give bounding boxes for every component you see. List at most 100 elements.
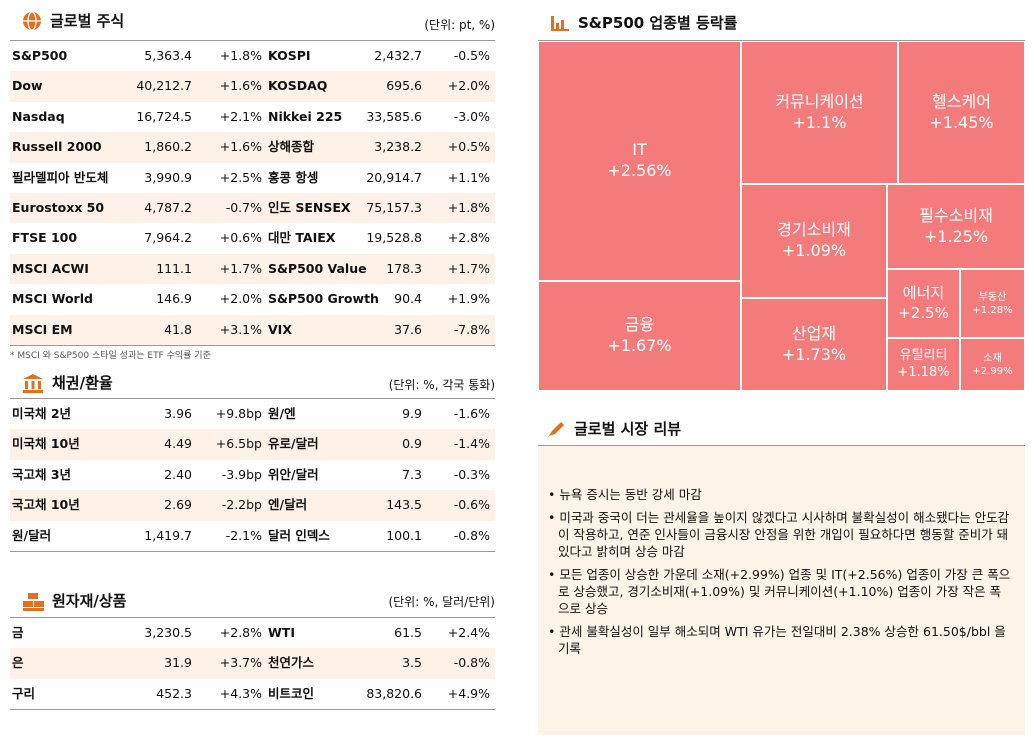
table-cell: -0.3% bbox=[453, 466, 490, 482]
sector-value: +1.67% bbox=[607, 336, 672, 355]
table-cell: +6.5bp bbox=[215, 436, 262, 452]
treemap-cell: 헬스케어 +1.45% bbox=[898, 41, 1025, 184]
table-row: Russell 2000 1,860.2 +1.6% 상해종합 3,238.2 +0.5% bbox=[10, 132, 495, 163]
table-cell: 원/달러 bbox=[12, 527, 52, 543]
table-cell: 천연가스 bbox=[268, 655, 315, 671]
table-cell: 143.5 bbox=[386, 497, 422, 513]
commodity-table: 금 3,230.5 +2.8% WTI 61.5 +2.4% 은 31.9 +3.7% 천연가스 3… bbox=[10, 617, 495, 711]
table-cell: 37.6 bbox=[394, 321, 422, 337]
table-cell: -3.9bp bbox=[221, 466, 262, 482]
table-cell: +4.9% bbox=[447, 685, 490, 701]
table-cell: 31.9 bbox=[164, 655, 192, 671]
table-cell: -2.2bp bbox=[221, 497, 262, 513]
table-cell: 40,212.7 bbox=[136, 78, 192, 94]
table-row: S&P500 5,363.4 +1.8% KOSPI 2,432.7 -0.5% bbox=[10, 41, 495, 71]
table-cell: 필라델피아 반도체 bbox=[12, 169, 109, 185]
unit-label: (단위: %, 각국 통화) bbox=[388, 378, 495, 392]
treemap-cell: IT +2.56% bbox=[538, 41, 741, 281]
table-cell: 2.69 bbox=[164, 497, 192, 513]
table-cell: 2.40 bbox=[164, 466, 192, 482]
review-item: • 뉴욕 증시는 동반 강세 마감 bbox=[548, 487, 702, 502]
table-cell: 0.9 bbox=[402, 436, 422, 452]
table-cell: +1.7% bbox=[447, 260, 490, 276]
bar-icon bbox=[551, 15, 569, 31]
table-cell: 국고채 3년 bbox=[12, 466, 72, 482]
review-item: • 모든 업종이 상승한 가운데 소재(+2.99%) 업종 및 IT(+2.5… bbox=[548, 567, 1011, 616]
review-item: • 미국과 중국이 더는 관세율을 높이지 않겠다고 시사하며 불확실성이 해소… bbox=[548, 510, 1010, 559]
table-cell: -2.1% bbox=[225, 527, 262, 543]
table-cell: +0.5% bbox=[447, 139, 490, 155]
table-cell: 4.49 bbox=[164, 436, 192, 452]
table-cell: -0.8% bbox=[453, 655, 490, 671]
table-cell: 상해종합 bbox=[268, 139, 315, 155]
section-title: 글로벌 시장 리뷰 bbox=[574, 420, 682, 438]
table-cell: 111.1 bbox=[156, 260, 192, 276]
table-cell: Nasdaq bbox=[12, 108, 65, 124]
table-cell: +1.8% bbox=[447, 199, 490, 215]
table-cell: MSCI World bbox=[12, 291, 93, 307]
table-cell: 비트코인 bbox=[268, 685, 315, 701]
table-cell: 61.5 bbox=[394, 625, 422, 640]
table-row: Eurostoxx 50 4,787.2 -0.7% 인도 SENSEX 75,157.… bbox=[10, 192, 495, 224]
unit-label: (단위: %, 달러/단위) bbox=[388, 595, 495, 609]
table-row: 미국채 2년 3.96 +9.8bp 원/엔 9.9 -1.6% bbox=[10, 399, 495, 429]
table-cell: -1.4% bbox=[453, 436, 490, 452]
table-row: 금 3,230.5 +2.8% WTI 61.5 +2.4% bbox=[10, 618, 495, 648]
table-cell: +3.1% bbox=[219, 321, 262, 337]
table-cell: 인도 SENSEX bbox=[268, 199, 351, 215]
table-row: 국고채 10년 2.69 -2.2bp 엔/달러 143.5 -0.6% bbox=[10, 490, 495, 521]
table-cell: 원/엔 bbox=[268, 406, 296, 421]
table-cell: +1.1% bbox=[447, 169, 490, 185]
treemap-cell: 금융 +1.67% bbox=[538, 281, 741, 391]
table-cell: Nikkei 225 bbox=[268, 108, 343, 124]
table-cell: -3.0% bbox=[453, 108, 490, 124]
table-cell: 4,787.2 bbox=[144, 199, 192, 215]
unit-label: (단위: pt, %) bbox=[424, 18, 495, 32]
sector-value: +1.18% bbox=[897, 364, 950, 380]
table-cell: 41.8 bbox=[164, 321, 192, 337]
table-cell: -7.8% bbox=[453, 321, 490, 337]
sector-value: +2.99% bbox=[972, 365, 1013, 377]
table-cell: 엔/달러 bbox=[268, 497, 308, 513]
treemap: IT +2.56% 금융 +1.67% 커뮤니케이션 +1.1% 헬스케어 +1.45% 경기소… bbox=[538, 40, 1025, 391]
table-cell: S&P500 Value bbox=[268, 260, 367, 276]
section-header: S&P500 업종별 등락률 bbox=[550, 12, 737, 33]
table-cell: +2.1% bbox=[219, 108, 262, 124]
table-cell: 83,820.6 bbox=[366, 685, 422, 701]
table-cell: 452.3 bbox=[156, 685, 192, 701]
table-cell: 19,528.8 bbox=[366, 230, 422, 246]
table-cell: 20,914.7 bbox=[366, 169, 422, 185]
table-cell: 은 bbox=[12, 655, 24, 671]
section-title: 채권/환율 bbox=[52, 374, 113, 392]
sector-value: +1.09% bbox=[781, 241, 847, 260]
section-header: 채권/환율 bbox=[22, 372, 113, 393]
table-cell: 홍콩 항셍 bbox=[268, 169, 319, 185]
section-header: 글로벌 시장 리뷰 bbox=[546, 418, 681, 439]
table-row: 국고채 3년 2.40 -3.9bp 위안/달러 7.3 -0.3% bbox=[10, 460, 495, 490]
table-cell: 100.1 bbox=[386, 527, 422, 543]
table-cell: 5,363.4 bbox=[144, 48, 192, 63]
table-cell: FTSE 100 bbox=[12, 230, 78, 246]
gold-icon bbox=[23, 592, 44, 611]
table-cell: 달러 인덱스 bbox=[268, 527, 330, 543]
review-box: • 뉴욕 증시는 동반 강세 마감 • 미국과 중국이 더는 관세율을 높이지 않… bbox=[538, 445, 1025, 735]
table-cell: +2.8% bbox=[219, 625, 262, 640]
table-cell: +1.8% bbox=[219, 48, 262, 63]
table-cell: +1.7% bbox=[219, 260, 262, 276]
table-cell: 1,419.7 bbox=[144, 527, 192, 543]
table-cell: -0.5% bbox=[453, 48, 490, 63]
sector-label: 산업재 bbox=[791, 323, 837, 343]
table-cell: 3.96 bbox=[164, 406, 192, 421]
table-cell: S&P500 bbox=[12, 48, 68, 63]
table-cell: +1.6% bbox=[219, 139, 262, 155]
sector-value: +1.28% bbox=[972, 304, 1013, 316]
sector-label: 경기소비재 bbox=[777, 220, 851, 240]
table-cell: 3,230.5 bbox=[144, 625, 192, 640]
table-cell: 3,238.2 bbox=[374, 139, 422, 155]
table-cell: +2.4% bbox=[447, 625, 490, 640]
table-row: Dow 40,212.7 +1.6% KOSDAQ 695.6 +2.0% bbox=[10, 71, 495, 102]
table-row: 미국채 10년 4.49 +6.5bp 유로/달러 0.9 -1.4% bbox=[10, 429, 495, 460]
table-cell: +1.6% bbox=[219, 78, 262, 94]
sector-value: +1.73% bbox=[781, 344, 847, 364]
